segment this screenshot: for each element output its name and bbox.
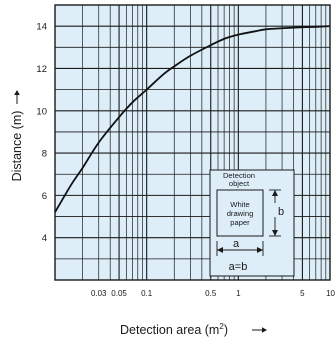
inset-title-line1: Detection [223, 171, 255, 180]
y-tick-label: 12 [36, 64, 47, 75]
inset-title-line2: object [229, 179, 250, 188]
x-tick-label: 0.1 [141, 289, 153, 298]
b-label: b [278, 206, 284, 218]
series-line [54, 25, 331, 213]
a-arrow-left [217, 247, 223, 253]
detection-object-inset: Detection object White drawing paper b a… [209, 169, 295, 277]
a-label: a [233, 238, 240, 250]
y-tick-label: 4 [42, 233, 47, 244]
y-axis-title-group: Distance (m) [10, 90, 24, 181]
grid-major [55, 25, 330, 260]
x-axis-arrow-head [262, 327, 267, 333]
x-tick-label: 0.03 [91, 289, 107, 298]
x-tick-label: 1 [236, 289, 241, 298]
y-axis-arrow-head [14, 90, 20, 95]
y-tick-label: 10 [36, 106, 47, 117]
paper-label-line2: drawing [227, 209, 254, 218]
b-arrow-down [272, 230, 278, 236]
b-arrow-up [272, 190, 278, 196]
x-tick-label: 0.5 [205, 289, 217, 298]
a-arrow-right [257, 247, 263, 253]
y-axis-title: Distance (m) [10, 111, 24, 182]
y-tick-label: 6 [42, 191, 47, 202]
x-tick-label: 5 [300, 289, 305, 298]
paper-label-line3: paper [230, 218, 250, 227]
x-axis-title: Detection area (m2) [120, 322, 228, 337]
y-tick-label: 8 [42, 149, 47, 160]
x-tick-label: 10 [326, 289, 335, 298]
y-tick-label: 14 [36, 22, 47, 33]
x-tick-label: 0.05 [111, 289, 127, 298]
x-tick-labels: 0.03 0.05 0.1 0.5 1 5 10 [91, 289, 335, 298]
y-tick-labels: 4 6 8 10 12 14 [36, 22, 47, 245]
plot-frame [54, 4, 331, 281]
white-paper-box [216, 189, 264, 237]
a-equals-b-label: a=b [229, 261, 248, 273]
paper-label-line1: White [230, 200, 249, 209]
